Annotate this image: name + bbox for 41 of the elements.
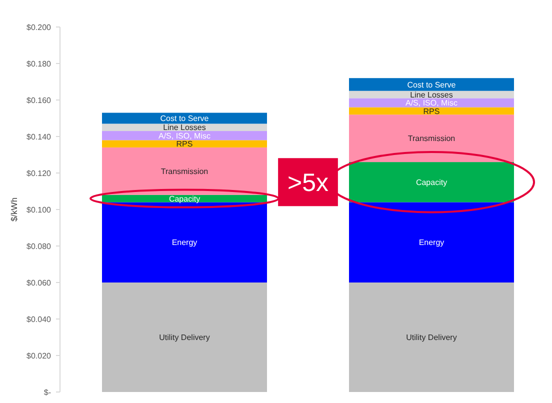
bar: [349, 78, 514, 91]
text: Transmission: [408, 134, 456, 144]
y-tick-label: $0.080: [26, 242, 52, 251]
series-label: RPS: [423, 106, 440, 116]
series-label: Capacity: [168, 194, 200, 204]
bar: [349, 282, 514, 392]
bar: [349, 107, 514, 115]
bar: [349, 162, 514, 202]
y-tick-label: $0.040: [26, 314, 52, 324]
series-label: Energy: [172, 238, 198, 248]
y-tick-label: $-: [44, 388, 52, 397]
series-label: A/S, ISO, Misc: [158, 131, 211, 140]
y-tick-label: $0.160: [26, 96, 52, 105]
bar: [102, 124, 267, 132]
y-tick-label: $0.180: [26, 59, 52, 68]
bar: [349, 98, 514, 108]
text: RPS: [176, 140, 193, 149]
y-tick-label: $0.140: [26, 132, 52, 142]
annotation: >5x: [287, 169, 329, 198]
series-label: Transmission: [160, 166, 208, 176]
y-tick-label: $0.100: [26, 205, 52, 214]
y-tick-label: $0.120: [26, 168, 52, 178]
bar: [102, 140, 267, 148]
y-tick-label: $0.060: [26, 278, 52, 288]
text: A/S, ISO, Misc: [405, 98, 458, 108]
bar: [102, 147, 267, 195]
series-label: Line Losses: [163, 123, 206, 132]
bar: [349, 114, 514, 162]
y-tick-label: $0.020: [26, 351, 52, 360]
text: Utility Delivery: [406, 333, 457, 342]
text: Cost to Serve: [407, 80, 456, 90]
text: Energy: [418, 238, 444, 248]
bar: [102, 282, 267, 392]
bar: [102, 202, 267, 282]
text: Line Losses: [410, 90, 453, 100]
y-axis-title: $/kWh: [9, 197, 19, 222]
series-label: Utility Delivery: [159, 333, 210, 342]
y-tick-label: $0.200: [26, 22, 52, 32]
text: Capacity: [416, 178, 448, 187]
bar: [349, 202, 514, 282]
series-label: Cost to Serve: [160, 114, 210, 124]
